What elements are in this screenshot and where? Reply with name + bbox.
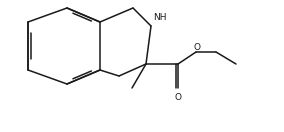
Text: NH: NH <box>153 13 166 22</box>
Text: O: O <box>174 93 181 102</box>
Text: O: O <box>193 43 201 51</box>
